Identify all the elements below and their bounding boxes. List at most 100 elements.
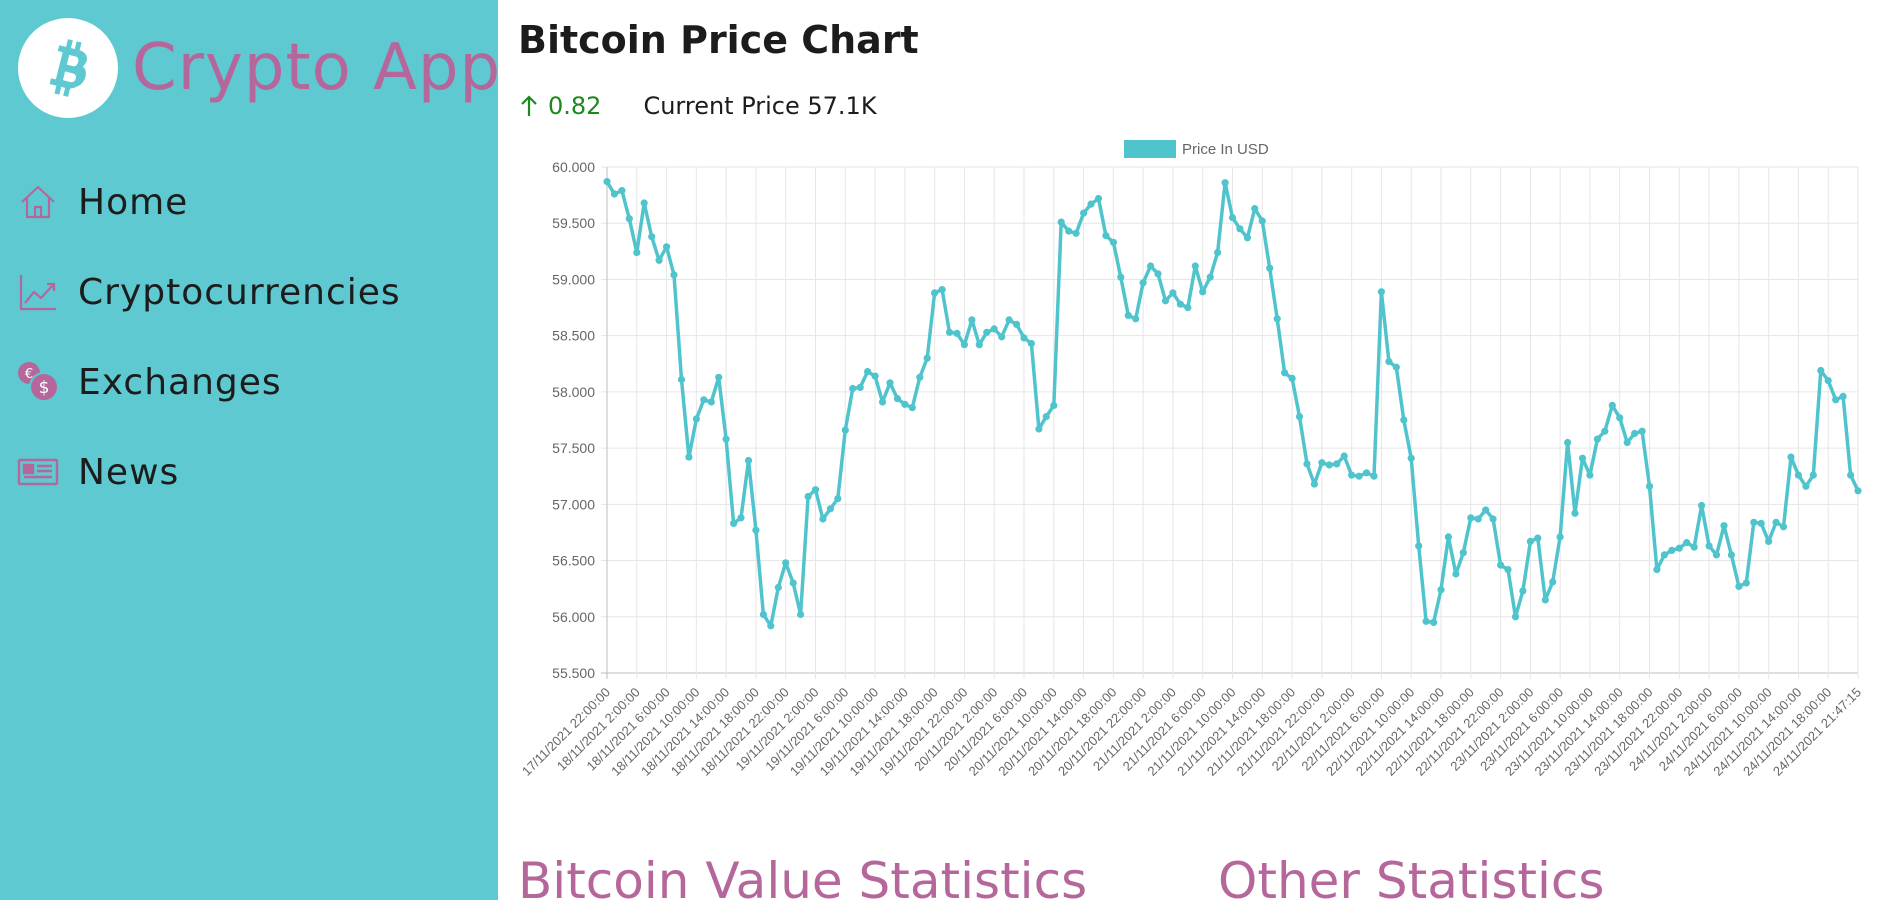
data-point[interactable] xyxy=(1519,587,1527,595)
data-point[interactable] xyxy=(1489,515,1497,523)
data-point[interactable] xyxy=(1035,425,1043,433)
data-point[interactable] xyxy=(1214,248,1222,257)
data-point[interactable] xyxy=(1690,543,1698,551)
data-point[interactable] xyxy=(1377,288,1385,296)
data-point[interactable] xyxy=(1817,366,1825,375)
data-point[interactable] xyxy=(1206,273,1214,281)
data-point[interactable] xyxy=(1251,205,1259,213)
data-point[interactable] xyxy=(692,415,700,423)
data-point[interactable] xyxy=(1660,551,1668,559)
data-point[interactable] xyxy=(1161,297,1170,305)
data-point[interactable] xyxy=(1288,374,1296,382)
data-point[interactable] xyxy=(1578,454,1587,462)
data-point[interactable] xyxy=(1757,519,1765,527)
data-point[interactable] xyxy=(1541,596,1549,604)
data-point[interactable] xyxy=(1765,537,1773,545)
data-point[interactable] xyxy=(744,456,753,465)
data-point[interactable] xyxy=(871,372,879,380)
data-point[interactable] xyxy=(1266,264,1274,272)
data-point[interactable] xyxy=(1370,472,1378,480)
data-point[interactable] xyxy=(841,426,849,434)
data-point[interactable] xyxy=(1065,227,1073,235)
data-point[interactable] xyxy=(1176,300,1184,308)
data-point[interactable] xyxy=(1243,234,1251,242)
data-point[interactable] xyxy=(953,329,961,337)
data-point[interactable] xyxy=(1042,413,1050,421)
data-point[interactable] xyxy=(1027,339,1035,348)
data-point[interactable] xyxy=(878,398,887,406)
data-point[interactable] xyxy=(1452,570,1460,578)
data-point[interactable] xyxy=(856,383,864,391)
data-point[interactable] xyxy=(663,243,671,251)
data-point[interactable] xyxy=(1720,522,1728,530)
data-point[interactable] xyxy=(1385,357,1393,366)
data-point[interactable] xyxy=(1057,218,1065,226)
data-point[interactable] xyxy=(1705,542,1713,550)
data-point[interactable] xyxy=(1400,416,1408,424)
data-point[interactable] xyxy=(797,610,805,619)
data-point[interactable] xyxy=(1727,551,1735,559)
data-point[interactable] xyxy=(1802,482,1810,490)
data-point[interactable] xyxy=(1422,617,1430,625)
data-point[interactable] xyxy=(1236,225,1244,233)
data-point[interactable] xyxy=(1497,561,1505,569)
sidebar-item-exchanges[interactable]: € $ Exchanges xyxy=(16,360,401,404)
data-point[interactable] xyxy=(1839,392,1847,400)
data-point[interactable] xyxy=(1750,518,1758,526)
data-point[interactable] xyxy=(670,271,678,279)
data-point[interactable] xyxy=(1824,377,1832,385)
data-point[interactable] xyxy=(1325,461,1333,469)
data-point[interactable] xyxy=(1482,506,1490,514)
data-point[interactable] xyxy=(1571,509,1579,517)
data-point[interactable] xyxy=(893,395,901,403)
brand[interactable]: Crypto App xyxy=(18,18,501,118)
data-point[interactable] xyxy=(1147,262,1155,270)
data-point[interactable] xyxy=(1653,566,1661,574)
data-point[interactable] xyxy=(730,519,738,527)
data-point[interactable] xyxy=(1623,438,1631,447)
data-point[interactable] xyxy=(1616,414,1624,422)
data-point[interactable] xyxy=(648,233,656,241)
app-title[interactable]: Crypto App xyxy=(132,31,502,105)
data-point[interactable] xyxy=(789,579,797,587)
data-point[interactable] xyxy=(1437,586,1445,594)
data-point[interactable] xyxy=(1094,194,1103,203)
data-point[interactable] xyxy=(990,325,998,333)
data-point[interactable] xyxy=(1564,438,1572,447)
data-point[interactable] xyxy=(1779,523,1788,531)
data-point[interactable] xyxy=(774,583,782,592)
data-point[interactable] xyxy=(1169,289,1177,297)
data-point[interactable] xyxy=(864,368,872,376)
data-point[interactable] xyxy=(1013,320,1021,328)
data-point[interactable] xyxy=(1221,179,1229,187)
data-point[interactable] xyxy=(1124,311,1132,319)
data-point[interactable] xyxy=(1772,518,1780,526)
data-point[interactable] xyxy=(1407,454,1415,462)
data-point[interactable] xyxy=(1474,515,1482,523)
chart-legend[interactable]: Price In USD xyxy=(1124,140,1269,158)
sidebar-item-home[interactable]: Home xyxy=(16,180,401,224)
data-point[interactable] xyxy=(1712,551,1721,559)
data-point[interactable] xyxy=(804,492,812,501)
data-point[interactable] xyxy=(610,190,618,198)
data-point[interactable] xyxy=(700,396,708,404)
data-point[interactable] xyxy=(1735,582,1743,590)
data-point[interactable] xyxy=(1102,232,1110,240)
data-point[interactable] xyxy=(849,384,857,393)
data-point[interactable] xyxy=(1050,401,1058,409)
data-point[interactable] xyxy=(886,379,894,387)
data-point[interactable] xyxy=(767,622,775,630)
data-point[interactable] xyxy=(752,526,760,534)
data-point[interactable] xyxy=(916,373,924,381)
data-point[interactable] xyxy=(655,256,663,264)
data-point[interactable] xyxy=(1526,537,1534,545)
data-point[interactable] xyxy=(1333,460,1341,468)
data-point[interactable] xyxy=(759,610,767,619)
data-point[interactable] xyxy=(998,333,1006,341)
data-point[interactable] xyxy=(1854,487,1862,495)
data-point[interactable] xyxy=(1258,217,1266,225)
data-point[interactable] xyxy=(811,486,820,494)
data-point[interactable] xyxy=(618,187,626,195)
data-point[interactable] xyxy=(931,289,939,297)
data-point[interactable] xyxy=(960,341,968,349)
